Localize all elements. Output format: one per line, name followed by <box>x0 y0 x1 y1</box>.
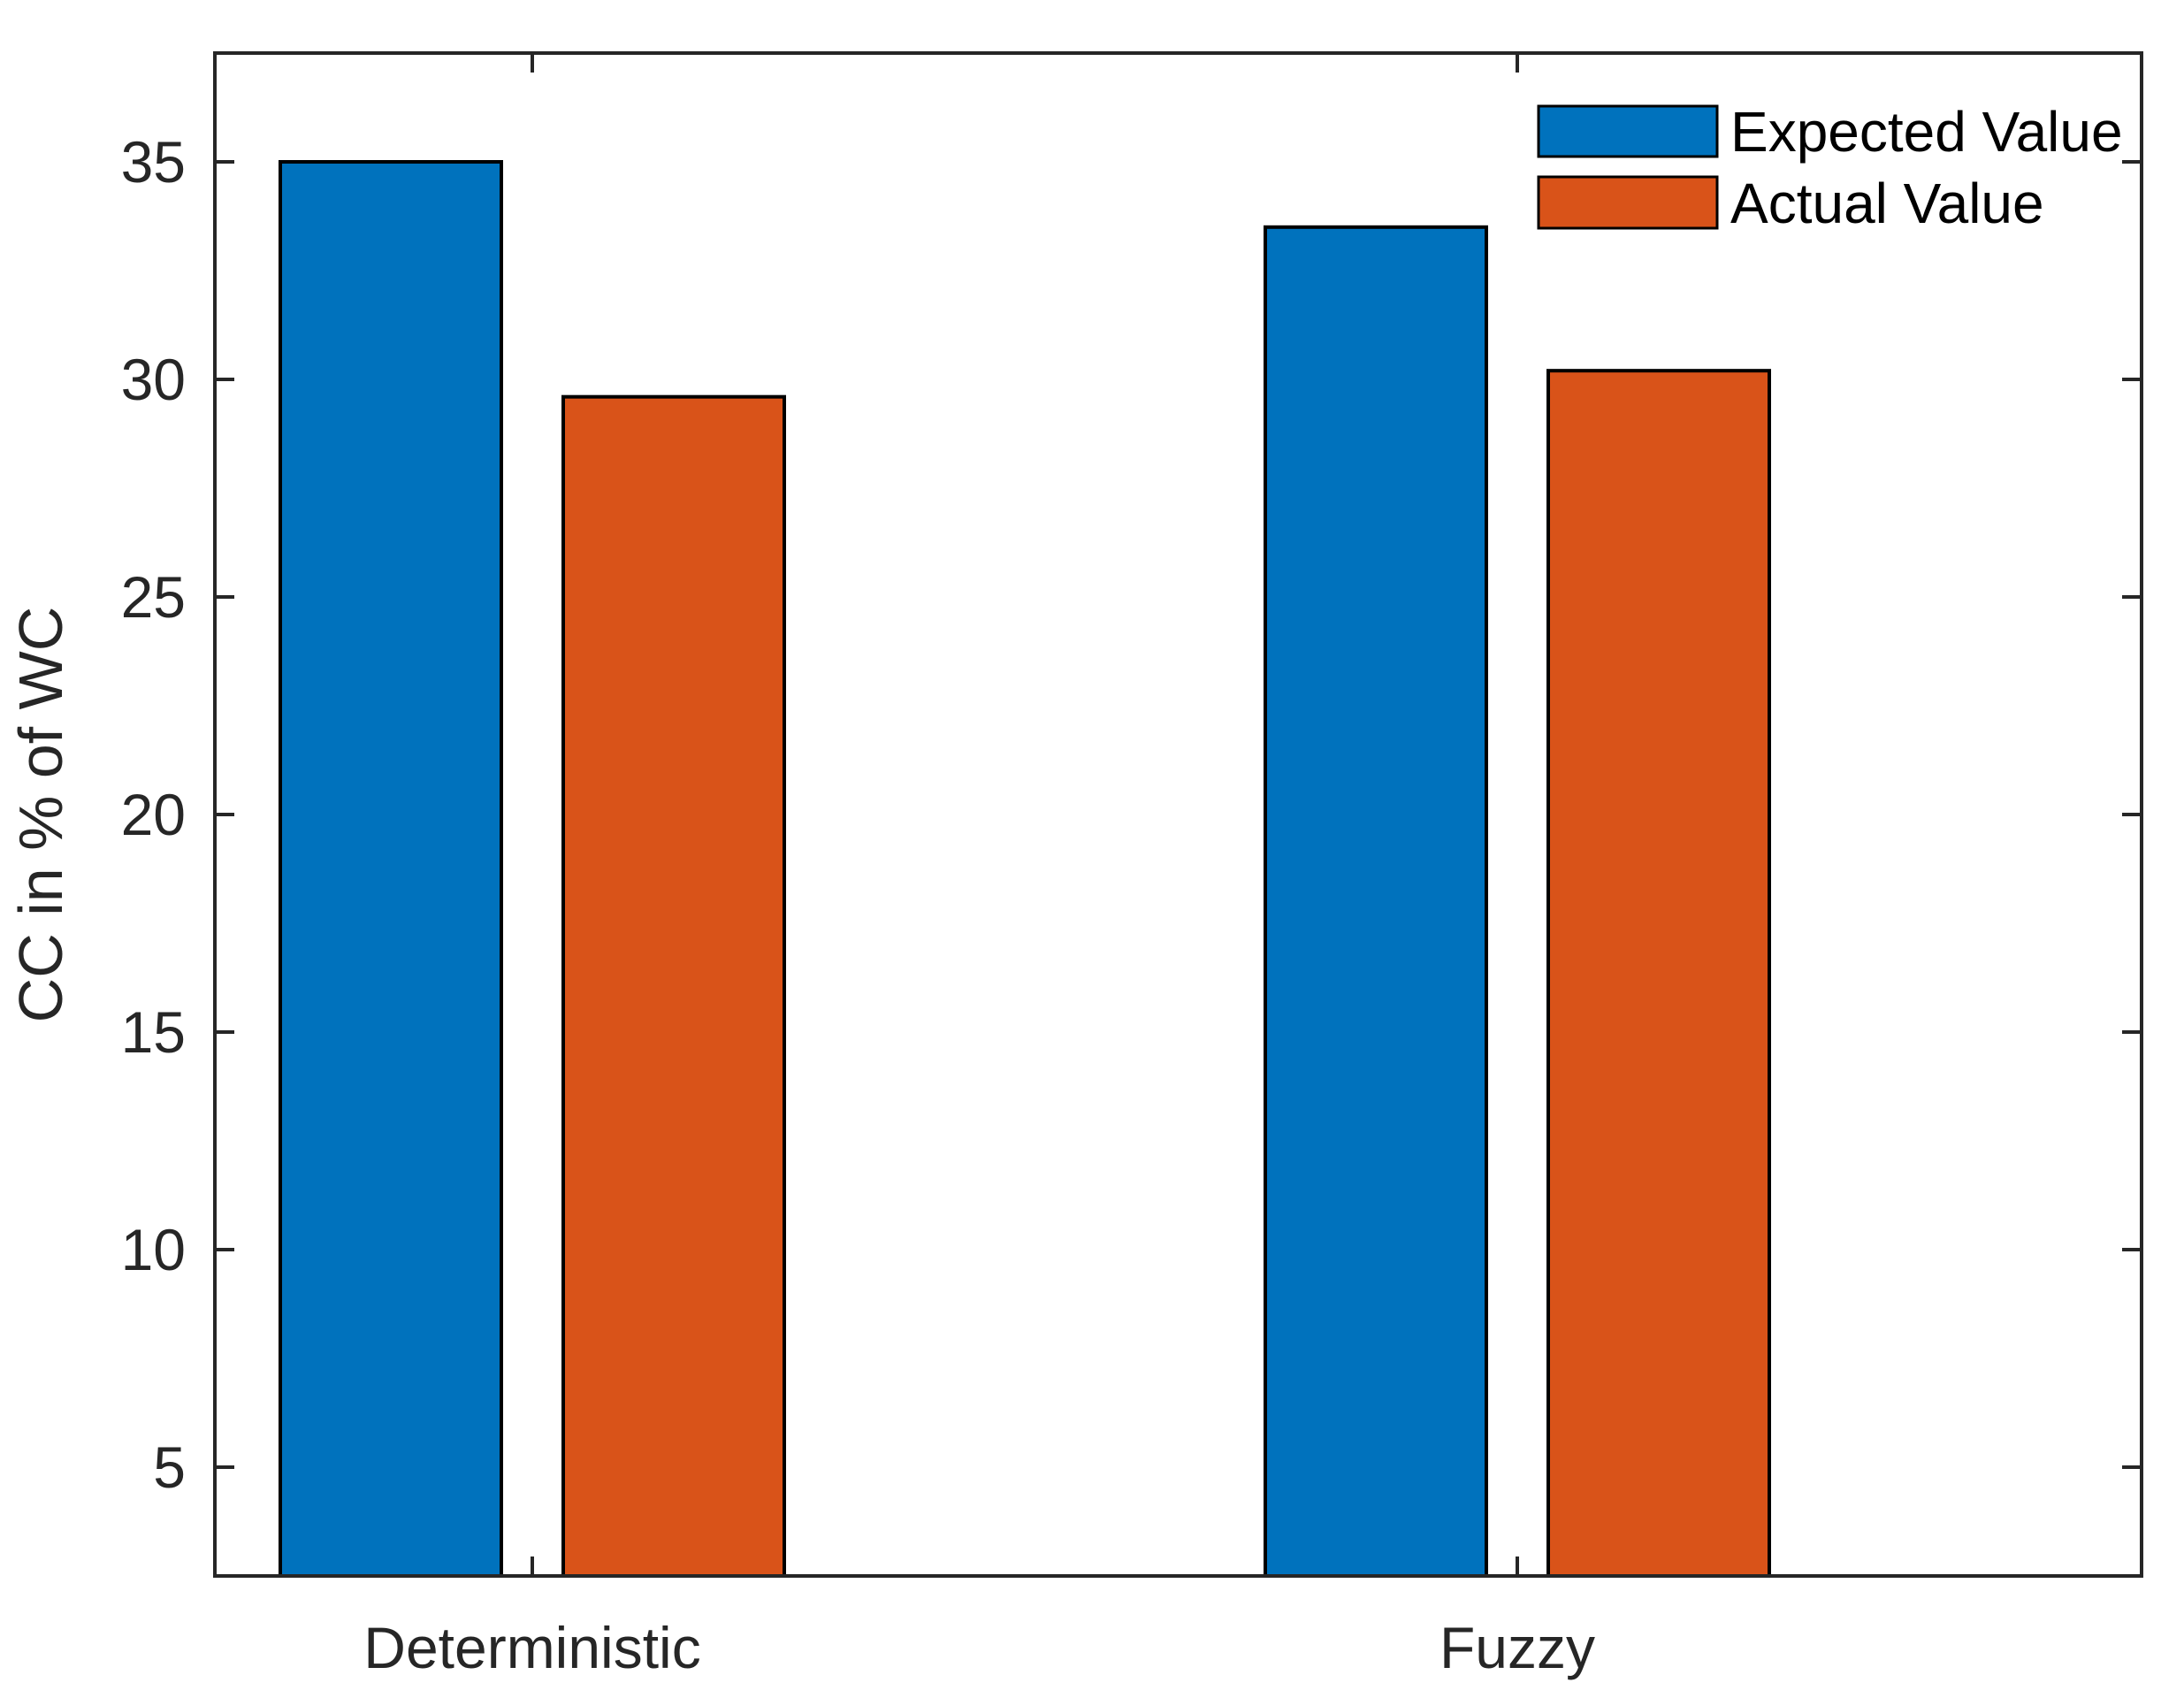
bar-fuzzy-expected-value <box>1264 225 1488 1578</box>
legend-swatch-actual-value <box>1537 175 1719 230</box>
legend-label-actual-value: Actual Value <box>1730 172 2044 235</box>
y-tick-label: 20 <box>121 782 186 847</box>
legend-swatch-expected-value <box>1537 104 1719 158</box>
y-tick-label: 15 <box>121 999 186 1065</box>
plot-border <box>213 51 2143 1578</box>
bar-deterministic-actual-value <box>561 394 786 1578</box>
y-tick-label: 25 <box>121 564 186 630</box>
y-axis-label: CC in % of WC <box>6 607 75 1023</box>
y-tick-label: 5 <box>153 1434 186 1500</box>
y-tick-label: 30 <box>121 347 186 412</box>
x-tick-label-deterministic: Deterministic <box>363 1615 700 1680</box>
bar-fuzzy-actual-value <box>1546 369 1771 1578</box>
bar-deterministic-expected-value <box>279 160 503 1578</box>
x-tick-label-fuzzy: Fuzzy <box>1439 1615 1595 1680</box>
y-tick-label: 35 <box>121 129 186 195</box>
legend-label-expected-value: Expected Value <box>1730 100 2123 164</box>
y-tick-label: 10 <box>121 1217 186 1282</box>
